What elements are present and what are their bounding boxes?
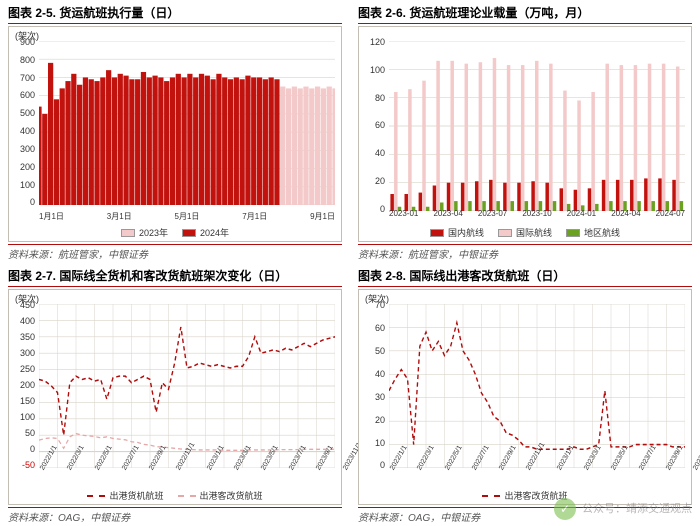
plot-svg-28 <box>389 304 685 468</box>
panel-2-8: 图表 2-8. 国际线出港客改货航班（日） (架次) 2022/1/12022/… <box>350 263 700 526</box>
source-label: 资料来源： <box>358 250 408 261</box>
source-label: 资料来源： <box>8 513 58 524</box>
wm-prefix: 公众号： <box>582 503 626 515</box>
source-label: 资料来源： <box>8 250 58 261</box>
plot-svg-26 <box>389 41 685 211</box>
legend-26: 国内航线国际航线地区航线 <box>359 226 691 239</box>
source-text: 航班管家，中银证券 <box>58 250 148 261</box>
source-text: OAG，中银证券 <box>408 513 480 524</box>
source: 资料来源：航班管家，中银证券 <box>8 244 342 261</box>
x-ticks-28: 2022/1/12022/3/12022/5/12022/7/12022/9/1… <box>389 468 685 490</box>
plot-svg-27 <box>39 304 335 468</box>
source-text: OAG，中银证券 <box>58 513 130 524</box>
watermark: ✓ 公众号：靖添交通观点 <box>554 498 692 520</box>
x-ticks-27: 2022/1/12022/3/12022/5/12022/7/12022/9/1… <box>39 468 335 490</box>
wechat-icon: ✓ <box>554 498 576 520</box>
chart-title: 图表 2-6. 货运航班理论业载量（万吨，月） <box>358 4 692 24</box>
plot-26 <box>389 41 685 211</box>
panel-2-5: 图表 2-5. 货运航班执行量（日） (架次) 1月1日3月1日5月1日7月1日… <box>0 0 350 263</box>
watermark-text: 公众号：靖添交通观点 <box>582 503 692 515</box>
plot-27 <box>39 304 335 468</box>
plot-svg-25 <box>39 41 335 205</box>
panel-2-6: 图表 2-6. 货运航班理论业载量（万吨，月） 2023-012023-0420… <box>350 0 700 263</box>
chart-grid: 图表 2-5. 货运航班执行量（日） (架次) 1月1日3月1日5月1日7月1日… <box>0 0 700 526</box>
panel-2-7: 图表 2-7. 国际线全货机和客改货航班架次变化（日） (架次) 2022/1/… <box>0 263 350 526</box>
chart-area: 2023-012023-042023-072023-102024-012024-… <box>358 26 692 242</box>
source-text: 航班管家，中银证券 <box>408 250 498 261</box>
source: 资料来源：OAG，中银证券 <box>8 507 342 524</box>
x-ticks-25: 1月1日3月1日5月1日7月1日9月1日 <box>39 211 335 225</box>
plot-25 <box>39 41 335 205</box>
chart-title: 图表 2-8. 国际线出港客改货航班（日） <box>358 267 692 287</box>
legend-25: 2023年2024年 <box>9 226 341 239</box>
chart-title: 图表 2-5. 货运航班执行量（日） <box>8 4 342 24</box>
source-label: 资料来源： <box>358 513 408 524</box>
source: 资料来源：航班管家，中银证券 <box>358 244 692 261</box>
plot-28 <box>389 304 685 468</box>
wm-name: 靖添交通观点 <box>626 503 692 515</box>
chart-title: 图表 2-7. 国际线全货机和客改货航班架次变化（日） <box>8 267 342 287</box>
chart-area: (架次) 1月1日3月1日5月1日7月1日9月1日 2023年2024年 010… <box>8 26 342 242</box>
legend-27: 出港货机航班出港客改货航班 <box>9 489 341 502</box>
chart-area: (架次) 2022/1/12022/3/12022/5/12022/7/1202… <box>358 289 692 505</box>
chart-area: (架次) 2022/1/12022/3/12022/5/12022/7/1202… <box>8 289 342 505</box>
x-ticks-26: 2023-012023-042023-072023-102024-012024-… <box>389 209 685 223</box>
